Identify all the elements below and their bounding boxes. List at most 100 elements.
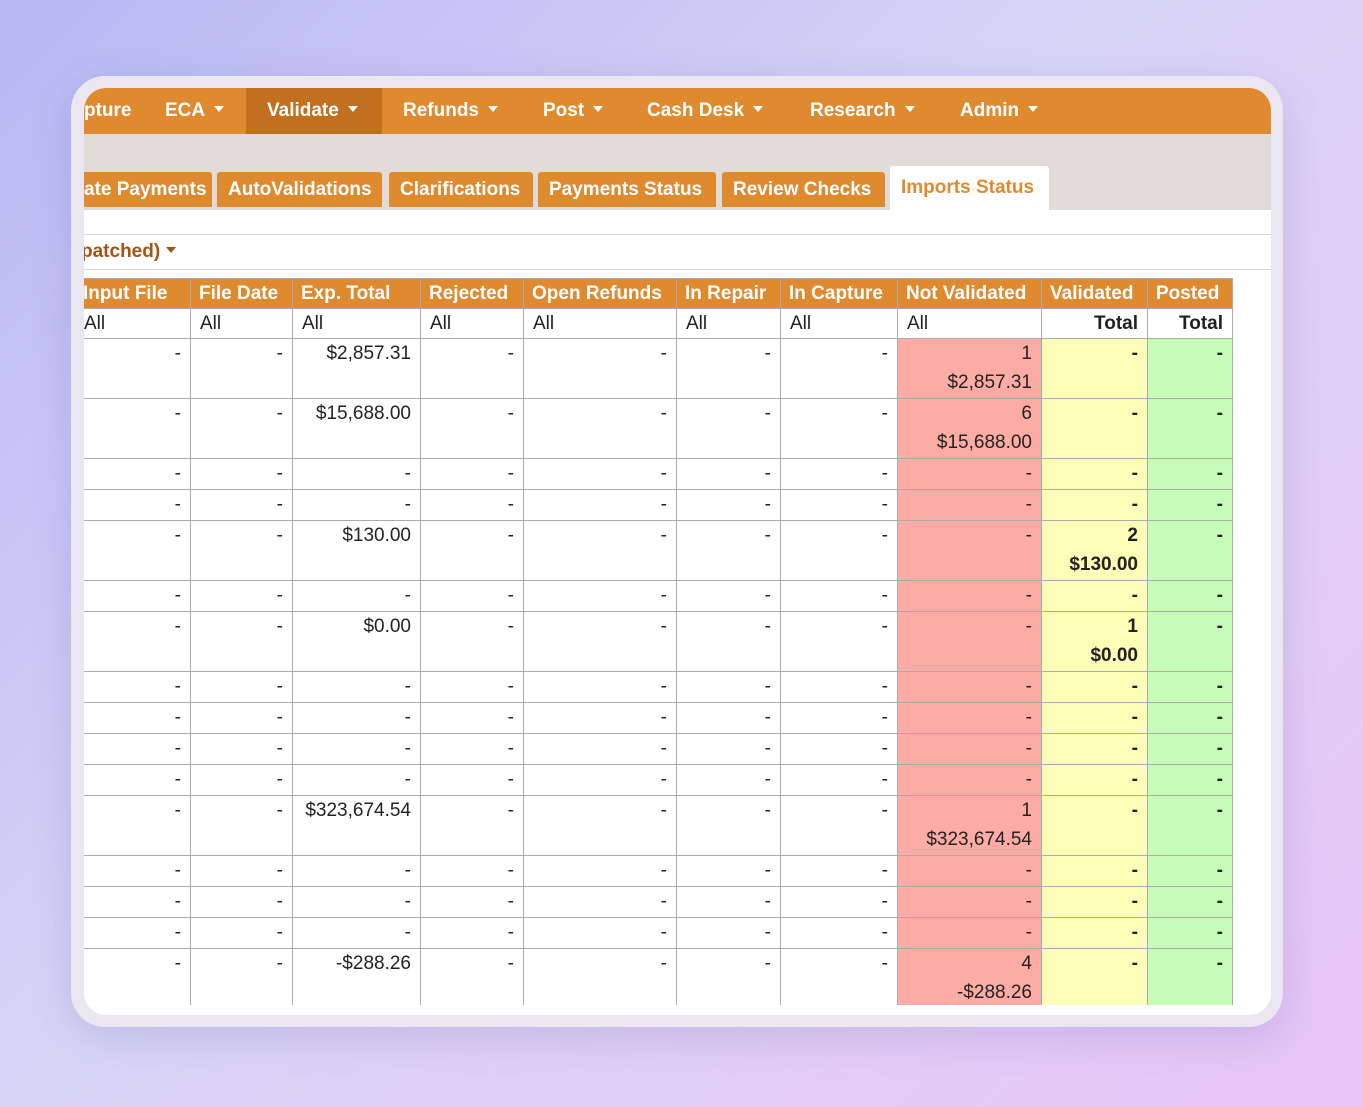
caret-down-icon — [166, 247, 177, 253]
column-header-in-capture[interactable]: In Capture — [780, 278, 898, 309]
cell-validated: - — [1041, 580, 1148, 612]
cell-validated[interactable]: 2 $130.00 — [1041, 520, 1148, 581]
nav-label: pture — [84, 100, 132, 121]
column-filter-validated[interactable]: Total — [1041, 308, 1148, 339]
cell-not-validated[interactable]: 6 $15,688.00 — [897, 398, 1042, 459]
cell-file-date: - — [190, 489, 293, 521]
column-header-rejected[interactable]: Rejected — [420, 278, 524, 309]
cell-open-refunds: - — [523, 948, 677, 1009]
nav-item-admin[interactable]: Admin — [939, 88, 1059, 134]
cell-open-refunds: - — [523, 580, 677, 612]
cell-exp-total: - — [292, 733, 421, 765]
cell-input-file: - — [84, 338, 191, 399]
cell-input-file: - — [84, 458, 191, 490]
column-header-posted[interactable]: Posted — [1147, 278, 1233, 309]
cell-in-capture: - — [780, 948, 898, 1009]
table-row: - - $0.00- - - - -1 $0.00- — [84, 611, 1233, 672]
cell-posted: - — [1147, 917, 1233, 949]
tab-clarifications[interactable]: Clarifications — [389, 172, 533, 207]
page-bottom — [84, 1005, 1271, 1015]
cell-rejected: - — [420, 338, 524, 399]
cell-validated: - — [1041, 398, 1148, 459]
cell-not-validated: - — [897, 886, 1042, 918]
cell-posted: - — [1147, 580, 1233, 612]
cell-in-repair: - — [676, 458, 781, 490]
nav-item-validate[interactable]: Validate — [246, 88, 382, 134]
cell-posted: - — [1147, 489, 1233, 521]
cell-not-validated[interactable]: 1 $323,674.54 — [897, 795, 1042, 856]
cell-in-capture: - — [780, 338, 898, 399]
cell-in-repair: - — [676, 764, 781, 796]
tab-payments-status[interactable]: Payments Status — [538, 172, 716, 207]
cell-rejected: - — [420, 886, 524, 918]
tab-imports-status[interactable]: Imports Status — [890, 166, 1049, 210]
cell-open-refunds: - — [523, 886, 677, 918]
tab-label: Review Checks — [733, 178, 872, 200]
table-row: ---------- — [84, 764, 1233, 796]
column-header-in-repair[interactable]: In Repair — [676, 278, 781, 309]
column-header-validated[interactable]: Validated — [1041, 278, 1148, 309]
column-header-file-date[interactable]: File Date — [190, 278, 293, 309]
table-row: ---------- — [84, 489, 1233, 521]
column-filter-exp-total[interactable]: All — [292, 308, 421, 339]
cell-exp-total: $0.00 — [292, 611, 421, 672]
cell-validated: - — [1041, 855, 1148, 887]
cell-open-refunds: - — [523, 398, 677, 459]
nav-item-post[interactable]: Post — [522, 88, 626, 134]
tab-validate-payments[interactable]: ate Payments — [84, 172, 212, 207]
cell-exp-total: $130.00 — [292, 520, 421, 581]
cell-validated: - — [1041, 733, 1148, 765]
column-filter-open-refunds[interactable]: All — [523, 308, 677, 339]
cell-open-refunds: - — [523, 917, 677, 949]
cell-posted: - — [1147, 458, 1233, 490]
nav-item-research[interactable]: Research — [789, 88, 939, 134]
cell-posted: - — [1147, 611, 1233, 672]
cell-in-repair: - — [676, 580, 781, 612]
cell-not-validated: - — [897, 917, 1042, 949]
cell-in-repair: - — [676, 611, 781, 672]
cell-exp-total: - — [292, 671, 421, 703]
cell-validated: - — [1041, 948, 1148, 1009]
cell-exp-total: - — [292, 855, 421, 887]
cell-not-validated: - — [897, 702, 1042, 734]
tab-label: Payments Status — [549, 178, 703, 200]
cell-in-capture: - — [780, 458, 898, 490]
top-navigation: pture ECA Validate Refunds Post Cash Des… — [84, 88, 1271, 134]
cell-validated: - — [1041, 917, 1148, 949]
cell-posted: - — [1147, 671, 1233, 703]
cell-exp-total: -$288.26 — [292, 948, 421, 1009]
cell-amount: -$288.26 — [956, 982, 1032, 1003]
nav-item-refunds[interactable]: Refunds — [382, 88, 522, 134]
column-filter-not-validated[interactable]: All — [897, 308, 1042, 339]
column-filter-in-repair[interactable]: All — [676, 308, 781, 339]
tab-autovalidations[interactable]: AutoValidations — [217, 172, 382, 207]
column-header-open-refunds[interactable]: Open Refunds — [523, 278, 677, 309]
nav-item-capture[interactable]: pture — [84, 88, 165, 134]
batch-filter-dropdown[interactable]: patched) — [84, 241, 177, 263]
cell-not-validated[interactable]: 1 $2,857.31 — [897, 338, 1042, 399]
cell-not-validated[interactable]: 4 -$288.26 — [897, 948, 1042, 1009]
nav-item-eca[interactable]: ECA — [165, 88, 246, 134]
column-header-not-validated[interactable]: Not Validated — [897, 278, 1042, 309]
cell-in-repair: - — [676, 520, 781, 581]
cell-file-date: - — [190, 917, 293, 949]
tab-review-checks[interactable]: Review Checks — [722, 172, 885, 207]
imports-status-table: Input File File Date Exp. Total Rejected Ope… — [84, 278, 1233, 1009]
column-header-exp-total[interactable]: Exp. Total — [292, 278, 421, 309]
column-filter-file-date[interactable]: All — [190, 308, 293, 339]
cell-file-date: - — [190, 702, 293, 734]
column-filter-posted[interactable]: Total — [1147, 308, 1233, 339]
nav-label: Validate — [267, 100, 339, 121]
column-filter-in-capture[interactable]: All — [780, 308, 898, 339]
cell-exp-total: $15,688.00 — [292, 398, 421, 459]
column-filter-input-file[interactable]: All — [84, 308, 191, 339]
cell-validated[interactable]: 1 $0.00 — [1041, 611, 1148, 672]
cell-in-repair: - — [676, 795, 781, 856]
cell-open-refunds: - — [523, 764, 677, 796]
cell-in-capture: - — [780, 489, 898, 521]
cell-not-validated: - — [897, 580, 1042, 612]
column-header-input-file[interactable]: Input File — [84, 278, 191, 309]
cell-open-refunds: - — [523, 795, 677, 856]
nav-item-cash-desk[interactable]: Cash Desk — [626, 88, 789, 134]
column-filter-rejected[interactable]: All — [420, 308, 524, 339]
